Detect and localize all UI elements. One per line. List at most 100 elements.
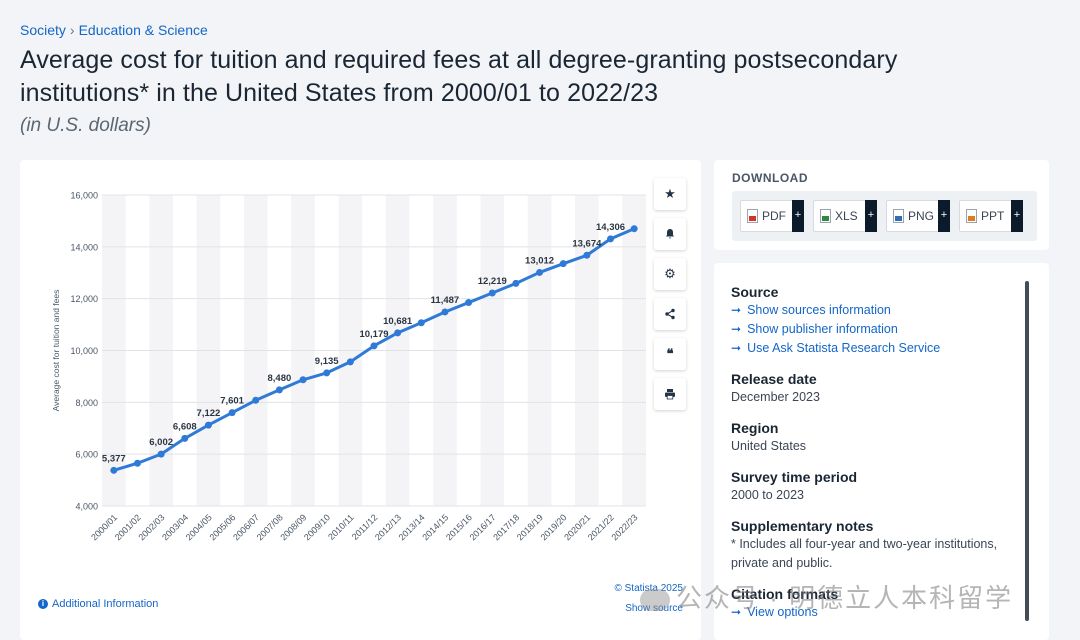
download-ppt-label: PPT — [981, 209, 1005, 223]
breadcrumb-society-link[interactable]: Society — [20, 22, 66, 38]
data-point — [417, 319, 425, 327]
download-card: DOWNLOAD PDF + XLS + PNG + PPT + — [714, 160, 1049, 250]
print-button[interactable] — [654, 378, 686, 410]
series-line — [113, 227, 635, 472]
download-xls-button[interactable]: XLS + — [813, 200, 877, 232]
data-point — [157, 450, 165, 458]
settings-button[interactable]: ⚙ — [654, 258, 686, 290]
watermark-text: 公众号 · 明德立人本科留学 — [676, 583, 1014, 613]
y-tick-label: 14,000 — [70, 242, 98, 252]
data-point — [583, 251, 591, 259]
y-tick-label: 8,000 — [75, 398, 98, 408]
y-tick-label: 12,000 — [70, 294, 98, 304]
release-date-value: December 2023 — [731, 390, 820, 404]
data-point — [607, 235, 615, 243]
download-buttons: PDF + XLS + PNG + PPT + — [732, 191, 1037, 241]
data-label: 7,601 — [220, 396, 244, 407]
plus-icon: + — [865, 200, 877, 232]
region-value: United States — [731, 439, 807, 453]
download-title: DOWNLOAD — [732, 171, 808, 185]
view-options-link[interactable]: ➞ View options — [731, 603, 1016, 622]
breadcrumb-education-link[interactable]: Education & Science — [78, 22, 208, 38]
data-point — [252, 396, 260, 404]
data-point — [488, 289, 496, 297]
star-icon: ★ — [664, 186, 676, 201]
pdf-file-icon — [747, 209, 758, 223]
download-png-label: PNG — [908, 209, 935, 223]
data-point — [110, 466, 118, 474]
ppt-file-icon — [966, 209, 977, 223]
data-label: 7,122 — [197, 408, 221, 419]
show-publisher-link[interactable]: ➞ Show publisher information — [731, 320, 1016, 339]
data-point — [181, 434, 189, 442]
region-heading: Region — [731, 420, 779, 436]
view-options-label: View options — [747, 605, 818, 619]
download-pdf-button[interactable]: PDF + — [740, 200, 804, 232]
chart-toolbar: ★ ⚙ ❝ — [654, 178, 686, 410]
data-label: 10,179 — [359, 329, 388, 340]
data-point — [394, 329, 402, 337]
plus-icon: + — [1011, 200, 1023, 232]
quote-icon: ❝ — [666, 346, 674, 362]
show-publisher-label: Show publisher information — [747, 322, 898, 336]
y-axis-label: Average cost for tuition and fees — [51, 290, 61, 412]
data-point — [370, 342, 378, 350]
share-icon — [665, 308, 675, 320]
additional-info-link[interactable]: i Additional Information — [38, 598, 158, 610]
source-info-card: Source ➞ Show sources information ➞ Show p… — [714, 263, 1049, 640]
notify-button[interactable] — [654, 218, 686, 250]
data-point — [228, 409, 236, 417]
data-point — [512, 279, 520, 287]
data-label: 10,681 — [383, 316, 413, 327]
chart-footer-right: © Statista 2025 Show source — [614, 579, 683, 619]
xls-file-icon — [820, 209, 831, 223]
gear-icon: ⚙ — [664, 266, 676, 281]
x-tick-label: 2022/23 — [610, 512, 640, 542]
page-title: Average cost for tuition and required fe… — [20, 46, 898, 107]
ask-statista-label: Use Ask Statista Research Service — [747, 341, 941, 355]
breadcrumb: Society › Education & Science — [20, 22, 208, 38]
watermark: 公众号 · 明德立人本科留学 — [640, 578, 1013, 615]
download-png-button[interactable]: PNG + — [886, 200, 950, 232]
download-xls-label: XLS — [835, 209, 858, 223]
data-point — [275, 386, 283, 394]
data-label: 5,377 — [102, 453, 126, 464]
plus-icon: + — [938, 200, 950, 232]
arrow-right-icon: ➞ — [731, 605, 742, 619]
scrollbar[interactable] — [1025, 281, 1029, 621]
share-button[interactable] — [654, 298, 686, 330]
download-ppt-button[interactable]: PPT + — [959, 200, 1023, 232]
cite-button[interactable]: ❝ — [654, 338, 686, 370]
info-icon: i — [38, 599, 48, 609]
survey-period-heading: Survey time period — [731, 469, 858, 485]
data-label: 6,002 — [149, 437, 173, 448]
bell-icon — [666, 229, 674, 239]
survey-period-value: 2000 to 2023 — [731, 488, 804, 502]
data-label: 13,012 — [525, 255, 554, 266]
data-point — [559, 260, 567, 268]
favorite-button[interactable]: ★ — [654, 178, 686, 210]
y-tick-label: 16,000 — [70, 191, 98, 201]
plus-icon: + — [792, 200, 804, 232]
data-point — [133, 459, 141, 467]
ask-statista-link[interactable]: ➞ Use Ask Statista Research Service — [731, 339, 1016, 358]
arrow-right-icon: ➞ — [731, 303, 742, 317]
show-sources-link[interactable]: ➞ Show sources information — [731, 301, 1016, 320]
data-point — [346, 358, 354, 366]
supplementary-notes-value: * Includes all four-year and two-year in… — [731, 537, 998, 570]
data-point — [441, 308, 449, 316]
data-label: 11,487 — [431, 295, 460, 306]
source-heading: Source — [731, 284, 779, 300]
data-point — [465, 299, 473, 307]
data-label: 14,306 — [596, 222, 625, 233]
data-point — [299, 376, 307, 384]
wechat-logo-icon — [640, 589, 670, 612]
data-label: 8,480 — [268, 373, 292, 384]
citation-formats-heading: Citation formats — [731, 586, 839, 602]
data-label: 9,135 — [315, 356, 339, 367]
data-point — [630, 225, 638, 233]
show-source-link[interactable]: Show source — [625, 603, 683, 614]
print-icon — [665, 389, 675, 400]
copyright-text: © Statista 2025 — [614, 583, 683, 594]
y-tick-label: 4,000 — [75, 502, 98, 512]
